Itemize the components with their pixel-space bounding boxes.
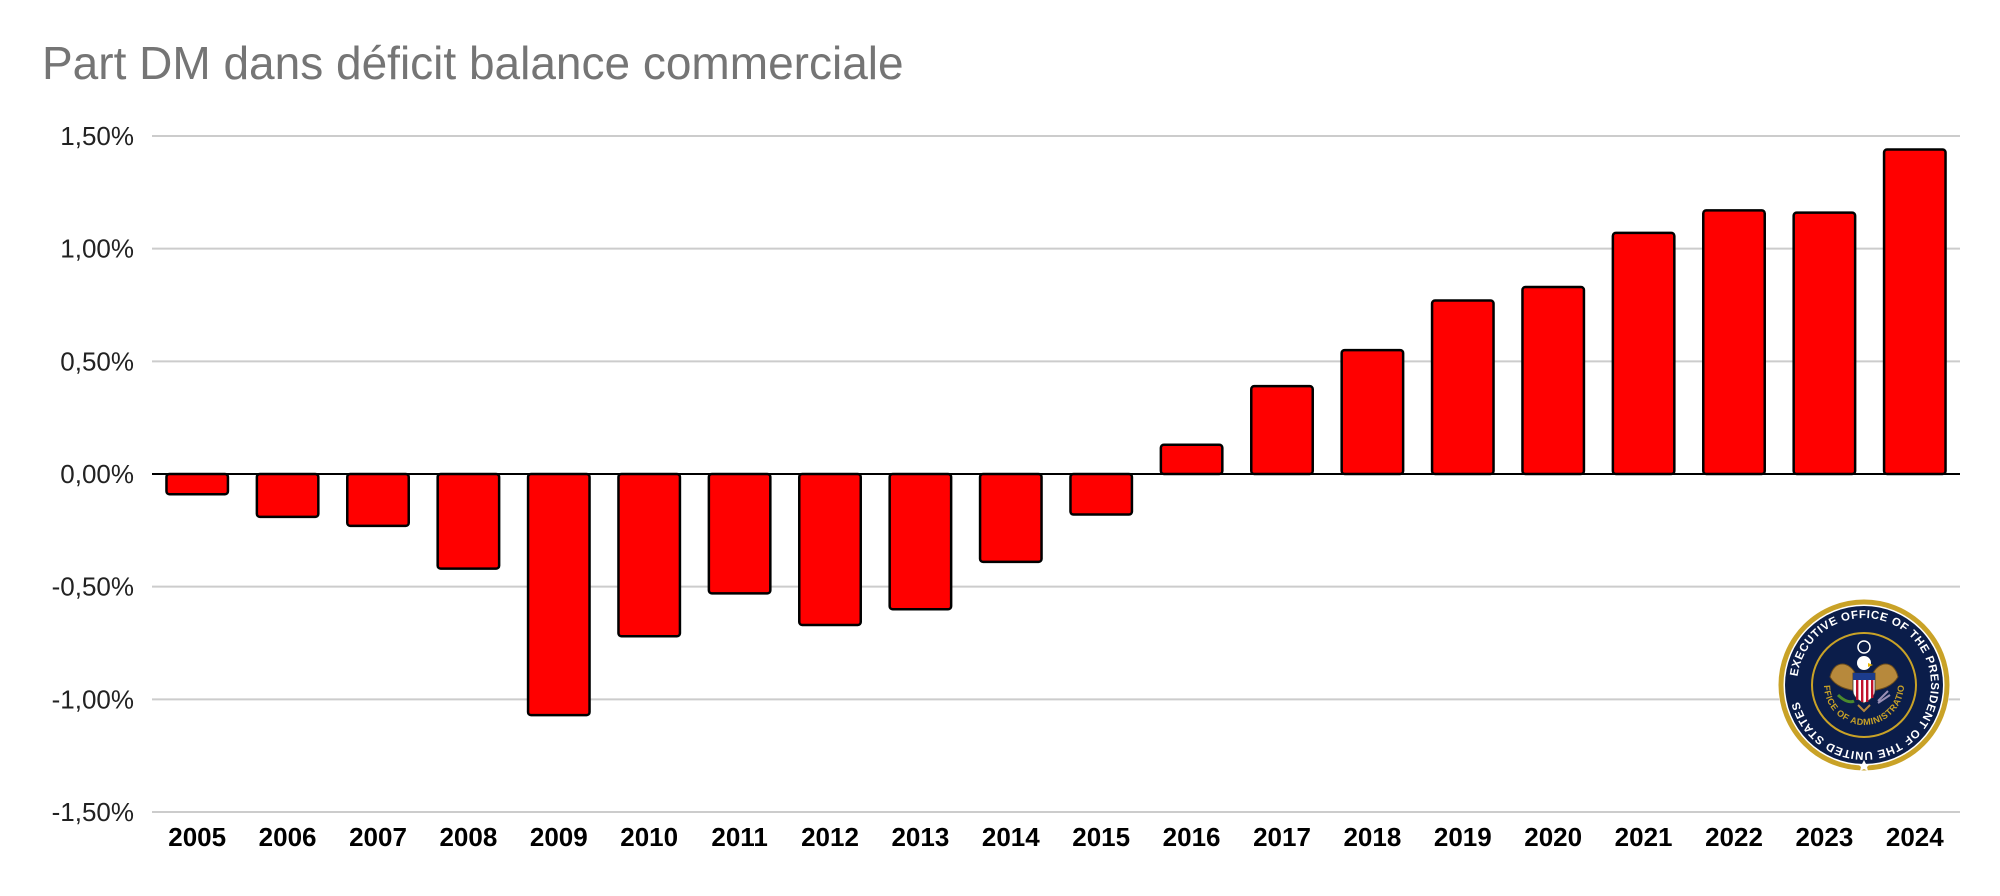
x-tick-label: 2013 xyxy=(891,822,949,852)
y-axis-ticks: 1,50% 1,00% 0,50% 0,00% -0,50% -1,00% -1,50% xyxy=(52,121,134,827)
bar-2023 xyxy=(1792,211,1857,476)
x-tick-label: 2024 xyxy=(1886,822,1944,852)
bar-2009 xyxy=(526,472,591,717)
bar-2020 xyxy=(1521,285,1586,476)
x-tick-label: 2017 xyxy=(1253,822,1311,852)
bar-2012 xyxy=(798,472,862,627)
bar-2024 xyxy=(1882,148,1947,476)
bar-2019 xyxy=(1430,299,1495,476)
office-of-administration-seal: EXECUTIVE OFFICE OF THE PRESIDENT OF THE… xyxy=(1778,599,1950,771)
y-tick-label: 1,00% xyxy=(60,234,134,264)
y-tick-label: -0,50% xyxy=(52,572,134,602)
x-tick-label: 2010 xyxy=(620,822,678,852)
chart-title: Part DM dans déficit balance commerciale xyxy=(42,37,904,89)
bar-2022 xyxy=(1702,209,1766,476)
bar-2007 xyxy=(346,472,410,528)
bar-2013 xyxy=(888,472,953,611)
x-tick-label: 2020 xyxy=(1524,822,1582,852)
seal-inner-rim xyxy=(1811,632,1917,738)
bar-2014 xyxy=(978,472,1043,564)
x-tick-label: 2005 xyxy=(168,822,226,852)
bar-2017 xyxy=(1250,384,1314,476)
x-tick-label: 2007 xyxy=(349,822,407,852)
x-tick-label: 2006 xyxy=(259,822,317,852)
x-tick-label: 2019 xyxy=(1434,822,1492,852)
bar-2015 xyxy=(1069,472,1134,516)
x-tick-label: 2016 xyxy=(1163,822,1221,852)
y-tick-label: -1,00% xyxy=(52,684,134,714)
x-tick-label: 2011 xyxy=(711,822,767,852)
x-tick-label: 2022 xyxy=(1705,822,1763,852)
bar-2008 xyxy=(436,472,501,570)
eagle-icon xyxy=(1829,640,1899,713)
x-tick-label: 2008 xyxy=(439,822,497,852)
bar-2016 xyxy=(1159,443,1224,476)
x-tick-label: 2009 xyxy=(530,822,588,852)
x-axis-ticks: 2005 2006 2007 2008 2009 2010 2011 2012 2013 2014… xyxy=(168,822,1944,852)
bar-2018 xyxy=(1340,348,1405,476)
x-tick-label: 2018 xyxy=(1343,822,1401,852)
x-tick-label: 2014 xyxy=(982,822,1040,852)
y-tick-label: 0,50% xyxy=(60,346,134,376)
y-tick-label: 0,00% xyxy=(60,459,134,489)
gridlines xyxy=(152,135,1960,813)
x-tick-label: 2023 xyxy=(1795,822,1853,852)
bars xyxy=(165,148,1947,717)
y-tick-label: 1,50% xyxy=(60,121,134,151)
x-tick-label: 2015 xyxy=(1072,822,1130,852)
star-icon xyxy=(1858,760,1870,771)
y-tick-label: -1,50% xyxy=(52,797,134,827)
x-tick-label: 2021 xyxy=(1615,822,1673,852)
bar-2005 xyxy=(165,472,230,496)
bar-2021 xyxy=(1611,231,1676,476)
bar-2006 xyxy=(255,472,320,519)
x-tick-label: 2012 xyxy=(801,822,859,852)
bar-2010 xyxy=(617,472,682,638)
bar-2011 xyxy=(707,472,772,595)
